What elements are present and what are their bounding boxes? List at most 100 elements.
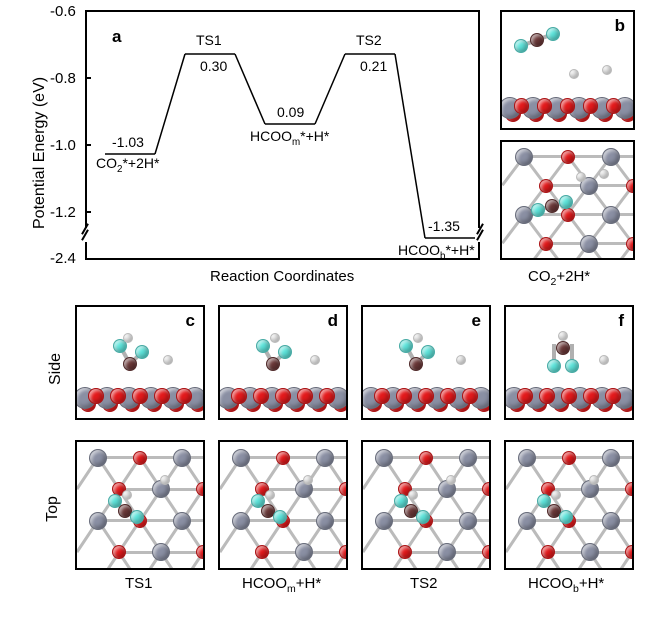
oxygen_mol-atom: [278, 345, 292, 359]
hydrogen-atom: [576, 172, 586, 182]
oxygen_mol-atom: [514, 39, 528, 53]
oxygen_lattice-atom: [132, 388, 147, 403]
x-axis-label: Reaction Coordinates: [210, 268, 354, 285]
oxygen_lattice-atom: [561, 150, 575, 164]
figure-container: Potential Energy (eV) a -0.6 -0.8 -1.0 -…: [10, 10, 640, 620]
oxygen_lattice-atom: [626, 179, 635, 193]
metal-atom: [580, 235, 598, 253]
metal-atom: [375, 449, 393, 467]
oxygen_lattice-atom: [276, 451, 290, 465]
oxygen_lattice-atom: [339, 545, 348, 559]
oxygen_lattice-atom: [419, 451, 433, 465]
metal-atom: [89, 449, 107, 467]
energy-value: -1.03: [112, 134, 144, 150]
oxygen_lattice-atom: [253, 388, 268, 403]
panel-d-label: d: [328, 311, 338, 331]
energy-value: -1.35: [428, 218, 460, 234]
hydrogen-atom: [265, 490, 275, 500]
panel-b-label: b: [615, 16, 625, 36]
oxygen_mol-atom: [565, 359, 579, 373]
panel-f-caption: HCOOb+H*: [528, 575, 604, 595]
state-label: HCOOm*+H*: [250, 128, 329, 148]
hydrogen-atom: [122, 490, 132, 500]
oxygen_mol-atom: [135, 345, 149, 359]
oxygen_lattice-atom: [275, 388, 290, 403]
ytick: -2.4: [50, 250, 76, 267]
top-label: Top: [44, 496, 62, 522]
side-label: Side: [47, 353, 65, 385]
oxygen_lattice-atom: [482, 482, 491, 496]
metal-atom: [232, 449, 250, 467]
oxygen_mol-atom: [547, 359, 561, 373]
oxygen_lattice-atom: [196, 482, 205, 496]
carbon-atom: [123, 357, 137, 371]
panel-b-side: b: [500, 10, 635, 130]
hydrogen-atom: [599, 355, 609, 365]
carbon-atom: [530, 33, 544, 47]
panel-e-label: e: [472, 311, 481, 331]
hydrogen-atom: [160, 475, 170, 485]
state-label: CO2*+2H*: [96, 155, 159, 175]
oxygen_lattice-atom: [396, 388, 411, 403]
panel-f-top: [504, 440, 634, 570]
oxygen_lattice-atom: [88, 388, 103, 403]
oxygen_lattice-atom: [562, 451, 576, 465]
panel-f-label: f: [618, 311, 624, 331]
ytick: -0.6: [50, 3, 76, 20]
oxygen_lattice-atom: [482, 545, 491, 559]
oxygen_lattice-atom: [561, 208, 575, 222]
bond: [632, 488, 634, 491]
hydrogen-atom: [310, 355, 320, 365]
oxygen_lattice-atom: [440, 388, 455, 403]
bond: [489, 488, 491, 491]
metal-atom: [602, 449, 620, 467]
bond: [489, 551, 491, 554]
oxygen_lattice-atom: [176, 388, 191, 403]
energy-value: 0.21: [360, 58, 387, 74]
metal-atom: [459, 512, 477, 530]
state-label: TS2: [356, 32, 382, 48]
panel-e-caption: TS2: [410, 575, 438, 592]
state-label: HCOOb*+H*: [398, 242, 475, 262]
metal-atom: [459, 449, 477, 467]
carbon-atom: [409, 357, 423, 371]
oxygen_lattice-atom: [374, 388, 389, 403]
oxygen_lattice-atom: [537, 98, 552, 113]
hydrogen-atom: [123, 333, 133, 343]
panel-d-top: [218, 440, 348, 570]
metal-atom: [173, 512, 191, 530]
energy-value: 0.09: [277, 104, 304, 120]
metal-atom: [515, 148, 533, 166]
panel-e-side: e: [361, 305, 491, 420]
carbon-atom: [545, 199, 559, 213]
bond: [346, 551, 348, 554]
oxygen_lattice-atom: [297, 388, 312, 403]
oxygen_lattice-atom: [418, 388, 433, 403]
hydrogen-atom: [589, 475, 599, 485]
metal-atom: [602, 512, 620, 530]
hydrogen-atom: [551, 490, 561, 500]
oxygen_lattice-atom: [560, 98, 575, 113]
oxygen_lattice-atom: [605, 388, 620, 403]
panel-c-top: [75, 440, 205, 570]
hydrogen-atom: [569, 69, 579, 79]
panel-c-label: c: [186, 311, 195, 331]
hydrogen-atom: [163, 355, 173, 365]
oxygen_lattice-atom: [539, 388, 554, 403]
oxygen_lattice-atom: [231, 388, 246, 403]
bond: [203, 488, 205, 491]
oxygen_mol-atom: [546, 27, 560, 41]
metal-atom: [518, 512, 536, 530]
bond: [633, 242, 635, 245]
ytick: -1.0: [50, 137, 76, 154]
carbon-atom: [266, 357, 280, 371]
oxygen_lattice-atom: [196, 545, 205, 559]
panel-b-caption: CO2+2H*: [528, 268, 590, 288]
panel-c-side: c: [75, 305, 205, 420]
panel-c-caption: TS1: [125, 575, 153, 592]
metal-atom: [375, 512, 393, 530]
panel-e-top: [361, 440, 491, 570]
oxygen_lattice-atom: [133, 451, 147, 465]
bond: [632, 551, 634, 554]
hydrogen-atom: [303, 475, 313, 485]
